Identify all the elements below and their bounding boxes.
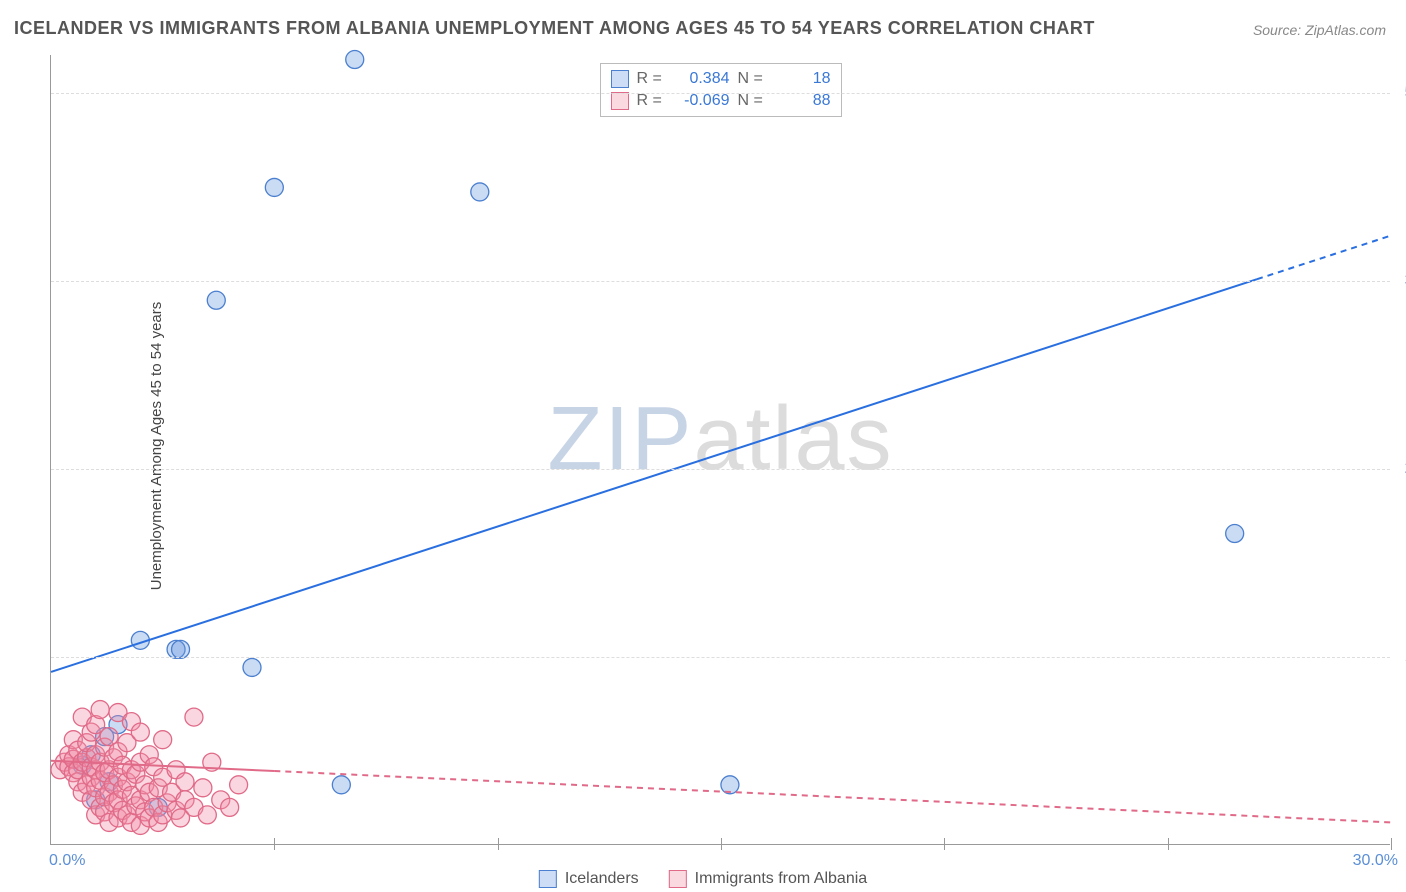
data-point bbox=[243, 658, 261, 676]
legend-item: Immigrants from Albania bbox=[669, 870, 868, 888]
data-point bbox=[265, 178, 283, 196]
data-point bbox=[471, 183, 489, 201]
source-attribution: Source: ZipAtlas.com bbox=[1253, 22, 1386, 38]
stats-legend: R = 0.384 N = 18 R = -0.069 N = 88 bbox=[600, 63, 842, 117]
x-tick bbox=[1391, 838, 1392, 850]
trend-line-extrapolated bbox=[1257, 236, 1391, 280]
stats-row: R = 0.384 N = 18 bbox=[611, 68, 831, 90]
x-tick bbox=[1168, 838, 1169, 850]
data-point bbox=[91, 701, 109, 719]
gridline bbox=[51, 657, 1390, 658]
legend-swatch bbox=[611, 92, 629, 110]
stat-n-value: 88 bbox=[776, 92, 831, 110]
legend-swatch bbox=[669, 870, 687, 888]
gridline bbox=[51, 469, 1390, 470]
legend-item: Icelanders bbox=[539, 870, 639, 888]
data-point bbox=[230, 776, 248, 794]
gridline bbox=[51, 281, 1390, 282]
stat-n-label: N = bbox=[738, 70, 768, 88]
stat-n-value: 18 bbox=[776, 70, 831, 88]
legend-label: Icelanders bbox=[565, 870, 639, 888]
plot-svg bbox=[51, 55, 1390, 844]
gridline bbox=[51, 93, 1390, 94]
stat-n-label: N = bbox=[738, 92, 768, 110]
x-tick bbox=[721, 838, 722, 850]
chart-title: ICELANDER VS IMMIGRANTS FROM ALBANIA UNE… bbox=[14, 18, 1095, 39]
stat-r-label: R = bbox=[637, 92, 667, 110]
x-axis-min-label: 0.0% bbox=[49, 852, 85, 870]
legend-swatch bbox=[539, 870, 557, 888]
data-point bbox=[207, 291, 225, 309]
data-point bbox=[172, 640, 190, 658]
data-point bbox=[346, 51, 364, 69]
stat-r-label: R = bbox=[637, 70, 667, 88]
x-tick bbox=[944, 838, 945, 850]
x-tick bbox=[498, 838, 499, 850]
data-point bbox=[185, 708, 203, 726]
stat-r-value: 0.384 bbox=[675, 70, 730, 88]
data-point bbox=[131, 723, 149, 741]
plot-area: ZIPatlas R =0.384N =18R =-0.069N =88 0.0… bbox=[50, 55, 1390, 845]
data-point bbox=[332, 776, 350, 794]
data-point bbox=[176, 773, 194, 791]
trend-line-extrapolated bbox=[274, 771, 1391, 822]
legend-swatch bbox=[611, 70, 629, 88]
source-name: ZipAtlas.com bbox=[1305, 22, 1386, 38]
trend-line bbox=[51, 279, 1257, 672]
stat-r-value: -0.069 bbox=[675, 92, 730, 110]
data-point bbox=[154, 731, 172, 749]
x-axis-max-label: 30.0% bbox=[1353, 852, 1398, 870]
data-point bbox=[198, 806, 216, 824]
data-point bbox=[221, 798, 239, 816]
data-point bbox=[1226, 525, 1244, 543]
data-point bbox=[194, 779, 212, 797]
legend-label: Immigrants from Albania bbox=[695, 870, 868, 888]
bottom-legend: Icelanders Immigrants from Albania bbox=[539, 870, 867, 888]
x-tick bbox=[274, 838, 275, 850]
source-prefix: Source: bbox=[1253, 22, 1305, 38]
